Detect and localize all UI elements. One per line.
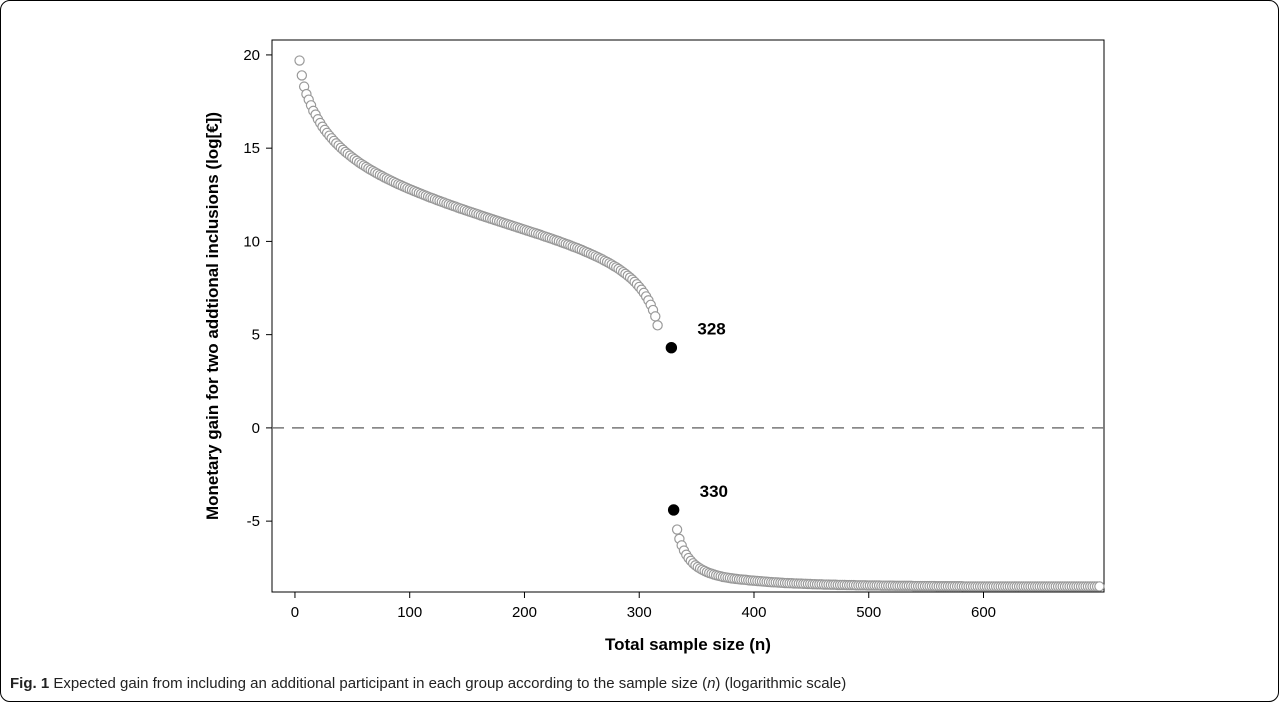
x-tick-label: 100 (397, 604, 422, 621)
data-points (294, 55, 1105, 592)
data-point (1094, 581, 1105, 592)
x-axis-title: Total sample size (n) (605, 635, 771, 654)
plot-area-border (271, 39, 1105, 593)
highlighted-point-330 (667, 504, 680, 516)
x-tick-label: 600 (971, 604, 996, 621)
caption-text-2: ) (logarithmic scale) (715, 675, 847, 692)
y-tick-label: 10 (243, 233, 260, 250)
y-axis-title: Monetary gain for two addtional inclusio… (203, 112, 222, 520)
highlighted-point-328 (665, 342, 678, 354)
data-point (650, 311, 661, 322)
point-label-328: 328 (697, 320, 725, 339)
data-point (652, 320, 663, 331)
x-tick-label: 400 (741, 604, 766, 621)
axes: 0 100 200 300 400 500 600 20 15 10 5 0 -5 (243, 47, 996, 621)
y-tick-label: 0 (252, 420, 260, 437)
caption-italic-n: n (707, 675, 716, 692)
x-tick-label: 300 (627, 604, 652, 621)
point-label-330: 330 (700, 482, 728, 501)
figure-label: Fig. 1 (10, 675, 50, 692)
highlighted-points: 328 330 (665, 320, 728, 516)
data-point (294, 55, 305, 66)
y-tick-label: 20 (243, 47, 260, 64)
x-tick-label: 0 (291, 604, 299, 621)
x-tick-label: 500 (856, 604, 881, 621)
data-point (671, 524, 683, 535)
figure-caption: Fig. 1 Expected gain from including an a… (10, 675, 846, 692)
y-tick-label: -5 (247, 513, 260, 530)
caption-text-1: Expected gain from including an addition… (49, 675, 708, 692)
y-tick-label: 15 (243, 140, 260, 157)
x-tick-label: 200 (512, 604, 537, 621)
y-tick-label: 5 (252, 327, 260, 344)
data-point (296, 70, 308, 81)
